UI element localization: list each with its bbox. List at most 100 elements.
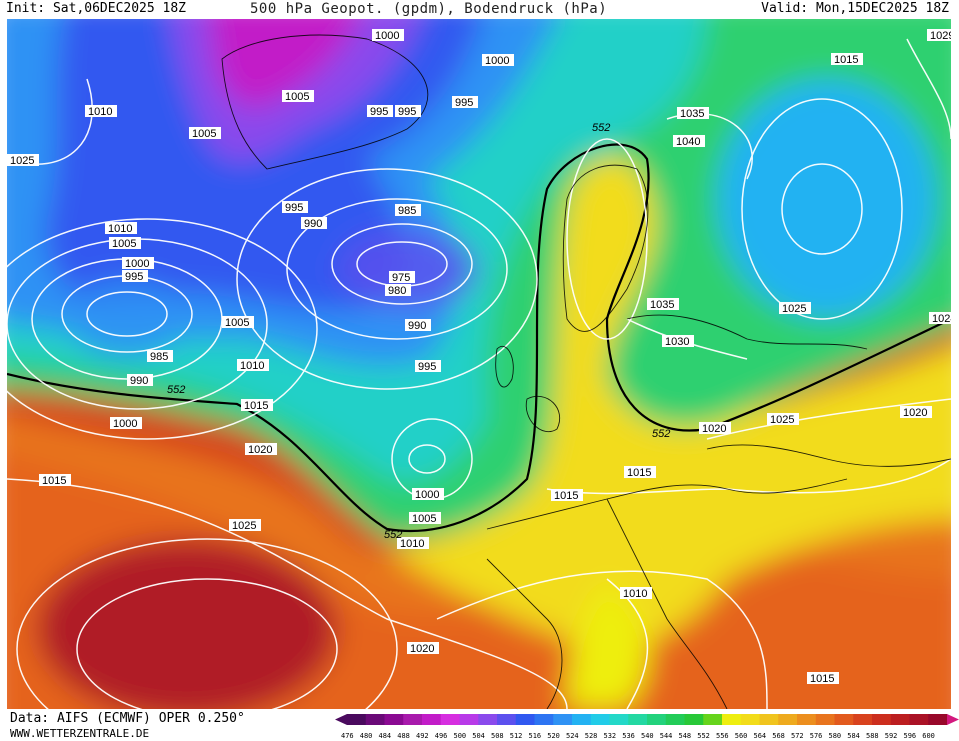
- svg-text:1000: 1000: [485, 55, 509, 67]
- color-legend: 476 480 484 488 492 496 500 504 508 512 516 520 524 5…: [335, 714, 959, 740]
- label-1015-a: 1015: [241, 399, 273, 412]
- legend-tick-label: 568: [772, 732, 785, 740]
- label-1005-a: 1005: [282, 90, 314, 103]
- legend-tick-label: 496: [435, 732, 448, 740]
- svg-text:995: 995: [125, 271, 143, 283]
- label-1035-b: 1035: [647, 298, 679, 311]
- label-1025-b: 1025: [767, 413, 799, 426]
- label-1005-b: 1005: [109, 237, 141, 250]
- legend-swatch: [534, 714, 554, 725]
- svg-text:1020: 1020: [248, 444, 272, 456]
- label-990-a: 990: [301, 217, 327, 230]
- legend-swatch: [590, 714, 610, 725]
- legend-arrow-left: [335, 714, 347, 725]
- legend-swatch: [609, 714, 629, 725]
- label-1024: 1024: [929, 312, 951, 325]
- svg-text:1010: 1010: [240, 360, 264, 372]
- legend-tick-label: 516: [529, 732, 542, 740]
- svg-text:1005: 1005: [225, 317, 249, 329]
- label-995-b: 995: [395, 105, 421, 118]
- svg-text:1015: 1015: [810, 673, 834, 685]
- legend-swatch: [834, 714, 854, 725]
- svg-text:1015: 1015: [244, 400, 268, 412]
- label-1020-b: 1020: [699, 422, 731, 435]
- legend-tick-label: 488: [397, 732, 410, 740]
- svg-text:1000: 1000: [415, 489, 439, 501]
- legend-swatch: [365, 714, 385, 725]
- legend-tick-label: 520: [547, 732, 560, 740]
- label-995-e: 995: [122, 270, 148, 283]
- label-1010-b: 1010: [105, 222, 137, 235]
- legend-swatch: [478, 714, 498, 725]
- legend-tick-label: 584: [847, 732, 860, 740]
- legend-swatch: [403, 714, 423, 725]
- legend-tick-label: 500: [454, 732, 467, 740]
- label-1010-d: 1010: [397, 537, 429, 550]
- label-1020-d: 1020: [407, 642, 439, 655]
- svg-text:995: 995: [370, 106, 388, 118]
- svg-text:1000: 1000: [125, 258, 149, 270]
- svg-text:995: 995: [418, 361, 436, 373]
- label-995-c: 995: [452, 96, 478, 109]
- legend-tick-label: 480: [360, 732, 373, 740]
- svg-text:975: 975: [392, 272, 410, 284]
- label-1035-a: 1035: [677, 107, 709, 120]
- weather-map: 1000 1005 1000 1010 1005 1025 995 995 99…: [7, 19, 951, 709]
- svg-text:1025: 1025: [10, 155, 34, 167]
- legend-swatch: [778, 714, 798, 725]
- label-975: 975: [389, 271, 415, 284]
- legend-tick-label: 596: [904, 732, 917, 740]
- legend-swatch: [347, 714, 367, 725]
- label-980: 980: [385, 284, 411, 297]
- legend-tick-label: 504: [472, 732, 485, 740]
- legend-tick-label: 560: [735, 732, 748, 740]
- svg-text:990: 990: [130, 375, 148, 387]
- label-995-d: 995: [282, 201, 308, 214]
- svg-text:1005: 1005: [412, 513, 436, 525]
- svg-text:1010: 1010: [108, 223, 132, 235]
- label-1025-a: 1025: [229, 519, 261, 532]
- legend-swatch: [928, 714, 948, 725]
- svg-text:1015: 1015: [42, 475, 66, 487]
- label-1015-e: 1015: [807, 672, 839, 685]
- label-1010-left: 1010: [85, 105, 117, 118]
- label-1040: 1040: [673, 135, 705, 148]
- legend-tick-label: 484: [379, 732, 392, 740]
- svg-text:985: 985: [150, 351, 168, 363]
- label-1025-left: 1025: [7, 154, 39, 167]
- map-title: 500 hPa Geopot. (gpdm), Bodendruck (hPa): [250, 1, 608, 17]
- legend-swatch: [740, 714, 760, 725]
- legend-swatch: [515, 714, 535, 725]
- svg-text:1020: 1020: [702, 423, 726, 435]
- legend-tick-label: 576: [810, 732, 823, 740]
- label-1000-b: 1000: [482, 54, 514, 67]
- svg-text:1040: 1040: [676, 136, 700, 148]
- data-source-label: Data: AIFS (ECMWF) OPER 0.250°: [10, 711, 245, 726]
- coastlines: [221, 34, 951, 709]
- label-1010-c: 1010: [237, 359, 269, 372]
- svg-text:1015: 1015: [554, 490, 578, 502]
- label-1000-c: 1000: [122, 257, 154, 270]
- svg-text:1000: 1000: [113, 418, 137, 430]
- label-990-b: 990: [405, 319, 431, 332]
- legend-tick-label: 524: [566, 732, 579, 740]
- label-995-f: 995: [415, 360, 441, 373]
- svg-text:1005: 1005: [285, 91, 309, 103]
- legend-swatch: [553, 714, 573, 725]
- svg-text:552: 552: [592, 122, 610, 134]
- svg-text:1035: 1035: [680, 108, 704, 120]
- contour-552-labels: 552 552 552 552: [167, 122, 670, 541]
- legend-tick-label: 544: [660, 732, 673, 740]
- legend-arrow-right: [947, 714, 959, 725]
- svg-text:995: 995: [398, 106, 416, 118]
- svg-text:1000: 1000: [375, 30, 399, 42]
- legend-tick-label: 548: [679, 732, 692, 740]
- svg-text:1015: 1015: [627, 467, 651, 479]
- contour-552-line: [7, 143, 951, 533]
- svg-text:990: 990: [304, 218, 322, 230]
- svg-text:990: 990: [408, 320, 426, 332]
- legend-swatch: [797, 714, 817, 725]
- svg-text:995: 995: [455, 97, 473, 109]
